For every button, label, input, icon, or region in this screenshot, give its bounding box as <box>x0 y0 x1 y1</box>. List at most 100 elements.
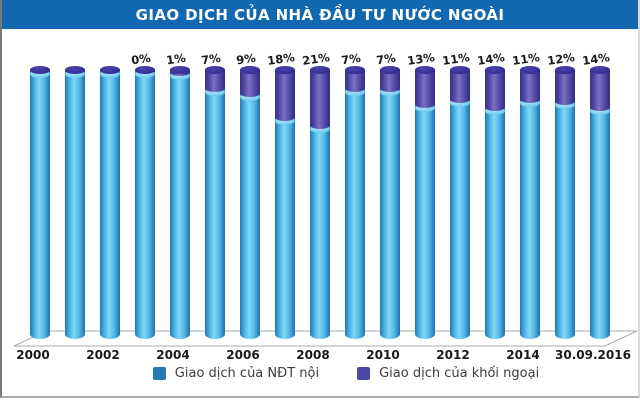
cylinder-top-cap <box>485 66 505 74</box>
bar-segment-foreign <box>520 70 540 103</box>
cylinder-boundary-ellipse <box>380 88 400 96</box>
legend-swatch-domestic <box>152 367 166 380</box>
x-tick-label: 2010 <box>366 348 400 362</box>
legend-item-domestic: Giao dịch của NĐT nội <box>152 366 320 381</box>
bar-segment-domestic <box>240 70 260 339</box>
bar-segment-domestic <box>415 70 435 339</box>
bar-2011 <box>415 29 435 369</box>
x-tick-label: 2008 <box>296 348 330 362</box>
bar-2000 <box>30 29 50 369</box>
legend-swatch-foreign <box>357 367 371 380</box>
x-tick-label: 2004 <box>156 348 190 362</box>
cylinder-boundary-ellipse <box>205 88 225 96</box>
cylinder-boundary-ellipse <box>30 70 50 78</box>
bar-2005 <box>205 29 225 369</box>
bar-2013 <box>485 29 505 369</box>
x-tick-label: 2002 <box>86 348 120 362</box>
cylinder-top-cap <box>100 66 120 74</box>
bar-segment-foreign <box>590 70 610 111</box>
cylinder-top-cap <box>135 66 155 74</box>
bar-2003 <box>135 29 155 369</box>
bar-segment-foreign <box>450 70 470 103</box>
legend-label-domestic: Giao dịch của NĐT nội <box>174 366 320 381</box>
cylinder-boundary-ellipse <box>485 107 505 115</box>
cylinder-top-cap <box>275 66 295 74</box>
bar-2001 <box>65 29 85 369</box>
bar-segment-domestic <box>345 70 365 339</box>
cylinder-boundary-ellipse <box>555 101 575 109</box>
cylinder-top-cap <box>310 66 330 74</box>
bar-segment-domestic <box>30 70 50 339</box>
legend-item-foreign: Giao dịch của khối ngoại <box>357 366 539 381</box>
cylinder-top-cap <box>450 66 470 74</box>
bar-segment-foreign <box>415 70 435 108</box>
chart-title-bar: GIAO DỊCH CỦA NHÀ ĐẦU TƯ NƯỚC NGOÀI <box>2 0 638 29</box>
cylinder-boundary-ellipse <box>415 104 435 112</box>
plot-area: 0% 1% 7% 9% 18% 21% 7% 7% 13% 11% 14% 11% 12% 14% 2000… <box>2 29 638 369</box>
x-tick-label: 30.09.2016 <box>555 348 631 362</box>
bar-segment-domestic <box>555 70 575 339</box>
bar-segment-domestic <box>380 70 400 339</box>
cylinder-boundary-ellipse <box>100 70 120 78</box>
cylinder-top-cap <box>345 66 365 74</box>
bar-2002 <box>100 29 120 369</box>
cylinder-top-cap <box>520 66 540 74</box>
bar-2007 <box>275 29 295 369</box>
bar-segment-domestic <box>100 70 120 339</box>
bar-2010 <box>380 29 400 369</box>
cylinder-boundary-ellipse <box>135 70 155 78</box>
bar-segment-foreign <box>240 70 260 97</box>
bar-2012 <box>450 29 470 369</box>
x-tick-label: 2014 <box>506 348 540 362</box>
bar-2009 <box>345 29 365 369</box>
cylinder-top-cap <box>240 66 260 74</box>
legend-label-foreign: Giao dịch của khối ngoại <box>379 366 540 381</box>
bar-segment-foreign <box>310 70 330 129</box>
cylinder-top-cap <box>205 66 225 74</box>
bar-segment-domestic <box>485 70 505 339</box>
bar-segment-foreign <box>345 70 365 92</box>
bar-segment-domestic <box>590 70 610 339</box>
bar-segment-foreign <box>275 70 295 121</box>
cylinder-top-cap <box>555 66 575 74</box>
bar-segment-domestic <box>170 70 190 339</box>
bar-segment-domestic <box>310 70 330 339</box>
cylinder-top-cap <box>590 66 610 74</box>
cylinder-top-cap <box>415 66 435 74</box>
cylinder-boundary-ellipse <box>275 117 295 125</box>
bar-2008 <box>310 29 330 369</box>
bar-2015 <box>555 29 575 369</box>
cylinder-boundary-ellipse <box>520 99 540 107</box>
bar-2006 <box>240 29 260 369</box>
cylinder-top-cap <box>30 66 50 74</box>
bar-segment-domestic <box>450 70 470 339</box>
cylinder-boundary-ellipse <box>170 72 190 80</box>
bar-2004 <box>170 29 190 369</box>
cylinder-boundary-ellipse <box>310 125 330 133</box>
bar-segment-domestic <box>520 70 540 339</box>
cylinder-boundary-ellipse <box>590 107 610 115</box>
bar-30.09.2016 <box>590 29 610 369</box>
bar-segment-foreign <box>205 70 225 92</box>
cylinder-top-cap <box>170 66 190 74</box>
chart-title: GIAO DỊCH CỦA NHÀ ĐẦU TƯ NƯỚC NGOÀI <box>135 5 505 24</box>
cylinder-top-cap <box>380 66 400 74</box>
bar-segment-domestic <box>275 70 295 339</box>
x-tick-label: 2012 <box>436 348 470 362</box>
cylinder-boundary-ellipse <box>65 70 85 78</box>
chart-legend: Giao dịch của NĐT nội Giao dịch của khối… <box>28 366 640 381</box>
cylinder-boundary-ellipse <box>345 88 365 96</box>
cylinder-boundary-ellipse <box>450 99 470 107</box>
bar-segment-domestic <box>135 70 155 339</box>
bar-2014 <box>520 29 540 369</box>
bar-segment-foreign <box>380 70 400 92</box>
cylinder-top-cap <box>65 66 85 74</box>
bar-segment-domestic <box>65 70 85 339</box>
bar-segment-foreign <box>555 70 575 105</box>
cylinder-boundary-ellipse <box>240 93 260 101</box>
bar-segment-foreign <box>485 70 505 111</box>
x-tick-label: 2006 <box>226 348 260 362</box>
x-tick-label: 2000 <box>16 348 50 362</box>
